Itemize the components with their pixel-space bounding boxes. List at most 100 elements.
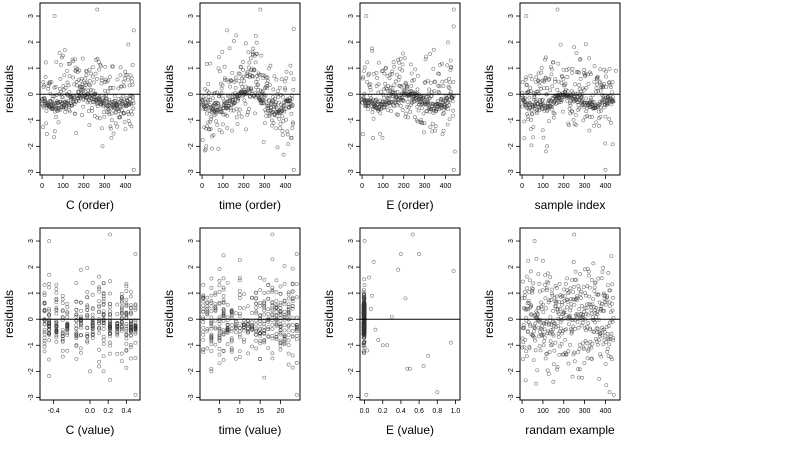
- data-point: [448, 80, 453, 85]
- data-point: [572, 284, 576, 289]
- data-point: [446, 107, 451, 111]
- data-point: [254, 322, 259, 327]
- data-point: [579, 304, 584, 308]
- x-tick-label: 10: [236, 408, 244, 415]
- x-axis-title: randam example: [525, 423, 615, 437]
- data-point: [580, 320, 585, 325]
- data-point: [54, 335, 59, 340]
- data-point: [557, 100, 561, 105]
- data-point: [246, 304, 250, 309]
- data-point: [84, 80, 89, 85]
- data-point: [221, 300, 226, 305]
- data-point: [65, 311, 70, 316]
- data-point: [527, 95, 532, 100]
- data-point: [90, 65, 95, 70]
- data-point: [245, 69, 250, 74]
- data-point: [608, 120, 613, 125]
- data-point: [246, 330, 250, 335]
- data-point: [124, 302, 129, 307]
- data-point: [558, 326, 563, 331]
- data-point: [403, 296, 408, 301]
- data-point: [559, 341, 564, 346]
- data-point: [41, 125, 46, 130]
- data-point: [270, 308, 275, 313]
- data-point: [42, 341, 47, 346]
- data-point: [201, 347, 206, 352]
- data-point: [65, 348, 70, 353]
- data-point: [533, 97, 538, 102]
- data-point: [570, 317, 575, 322]
- data-point: [592, 80, 597, 84]
- data-point: [233, 325, 238, 330]
- data-point: [533, 348, 538, 353]
- data-point: [215, 90, 219, 95]
- data-point: [286, 324, 291, 329]
- data-point: [294, 361, 299, 365]
- data-point: [82, 85, 87, 90]
- y-tick-label: 3: [188, 239, 195, 243]
- data-point: [397, 98, 402, 103]
- data-point: [266, 296, 271, 301]
- y-tick-label: 1: [508, 291, 515, 295]
- data-point: [243, 101, 248, 106]
- data-point: [578, 292, 583, 297]
- data-point: [597, 338, 601, 343]
- data-point: [611, 336, 616, 340]
- data-point: [217, 301, 222, 306]
- data-point: [254, 305, 259, 310]
- data-point: [254, 311, 259, 316]
- data-point: [282, 334, 287, 339]
- data-point: [229, 312, 234, 317]
- data-point: [42, 83, 47, 88]
- data-point: [283, 106, 288, 111]
- data-point: [229, 347, 234, 352]
- data-point: [208, 126, 213, 131]
- data-point: [582, 306, 587, 311]
- data-point: [524, 75, 529, 80]
- data-point: [118, 104, 123, 109]
- data-point: [60, 337, 65, 341]
- data-point: [362, 322, 367, 327]
- data-point: [271, 87, 276, 92]
- data-point: [133, 252, 138, 256]
- data-point: [592, 123, 596, 128]
- data-point: [124, 365, 129, 370]
- data-point: [563, 281, 568, 286]
- data-point: [233, 85, 238, 90]
- data-point: [597, 376, 602, 381]
- y-tick-label: -3: [508, 169, 515, 175]
- data-point: [237, 111, 241, 116]
- data-point: [567, 290, 572, 294]
- data-point: [541, 101, 545, 106]
- data-point: [566, 67, 571, 71]
- data-point: [122, 76, 127, 81]
- data-point: [554, 299, 559, 304]
- data-point: [264, 109, 268, 114]
- data-point: [278, 341, 283, 346]
- data-point: [97, 321, 101, 326]
- y-tick-label: -1: [508, 342, 515, 348]
- data-point: [221, 358, 226, 362]
- data-point: [54, 298, 59, 303]
- data-point: [54, 307, 59, 312]
- data-point: [408, 366, 412, 371]
- data-point: [528, 269, 533, 274]
- data-point: [527, 300, 531, 305]
- data-point: [129, 326, 133, 331]
- x-tick-label: 200: [558, 183, 570, 190]
- data-point: [409, 89, 414, 94]
- data-point: [282, 103, 287, 108]
- data-point: [270, 318, 275, 323]
- data-point: [84, 73, 89, 78]
- y-tick-label: -1: [348, 117, 355, 123]
- data-point: [270, 232, 275, 237]
- data-point: [404, 111, 408, 116]
- data-point: [605, 331, 610, 336]
- data-point: [570, 374, 575, 379]
- data-point: [574, 51, 579, 55]
- data-point: [263, 85, 267, 90]
- data-point: [266, 346, 271, 351]
- data-point: [289, 71, 293, 76]
- data-point: [111, 131, 116, 136]
- data-point: [97, 347, 101, 352]
